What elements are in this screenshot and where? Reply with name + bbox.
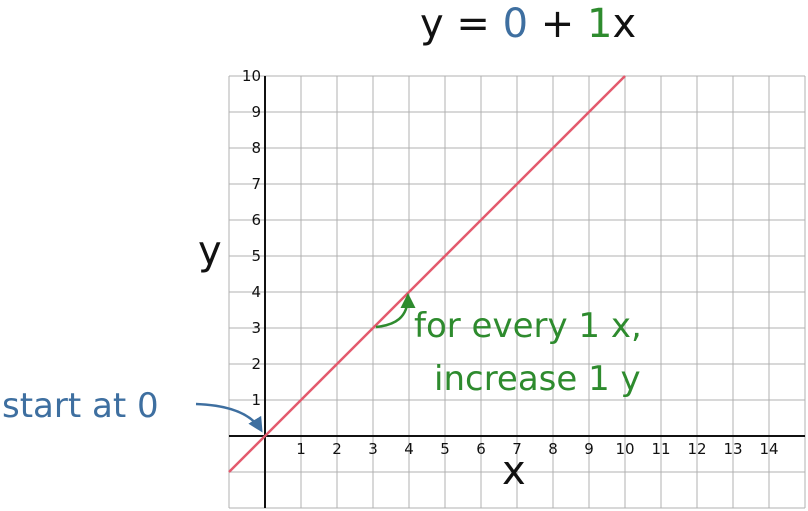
- annotation-start: start at 0: [2, 386, 159, 426]
- equation-prefix: y =: [420, 1, 503, 47]
- x-tick-label: 10: [615, 440, 634, 458]
- x-tick-label: 9: [584, 440, 594, 458]
- x-tick-label: 1: [296, 440, 306, 458]
- y-tick-label: 9: [251, 103, 261, 121]
- x-tick-label: 7: [512, 440, 522, 458]
- y-tick-label: 7: [251, 175, 261, 193]
- x-tick-label: 12: [687, 440, 706, 458]
- equation-suffix: x: [612, 1, 637, 47]
- x-tick-label: 11: [651, 440, 670, 458]
- x-tick-label: 2: [332, 440, 342, 458]
- x-tick-label: 13: [723, 440, 742, 458]
- x-axis-label: x: [502, 448, 526, 494]
- y-tick-label: 8: [251, 139, 261, 157]
- x-tick-label: 8: [548, 440, 558, 458]
- annotation-rise-line1: for every 1 x,: [414, 306, 642, 346]
- series-line: [228, 75, 626, 473]
- equation-plus: +: [528, 1, 588, 47]
- equation-intercept: 0: [502, 1, 529, 47]
- x-tick-label: 5: [440, 440, 450, 458]
- y-tick-label: 4: [251, 283, 261, 301]
- y-tick-label: 6: [251, 211, 261, 229]
- series-layer: [228, 75, 626, 473]
- annotation-rise-line2: increase 1 y: [434, 359, 641, 399]
- y-axis-label: y: [198, 228, 222, 274]
- y-tick-label: 5: [251, 247, 261, 265]
- x-tick-label: 3: [368, 440, 378, 458]
- equation-slope: 1: [587, 1, 613, 47]
- x-tick-label: 6: [476, 440, 486, 458]
- x-tick-label: 14: [759, 440, 778, 458]
- y-tick-label: 1: [251, 391, 261, 409]
- annotation-rise-arrow: [375, 293, 416, 329]
- annotation-start-arrow: [195, 402, 263, 433]
- y-tick-label: 3: [251, 319, 261, 337]
- y-tick-label: 10: [242, 67, 261, 85]
- x-tick-label: 4: [404, 440, 414, 458]
- equation-title: y = 0 + 1x: [420, 2, 636, 46]
- y-tick-label: 2: [251, 355, 261, 373]
